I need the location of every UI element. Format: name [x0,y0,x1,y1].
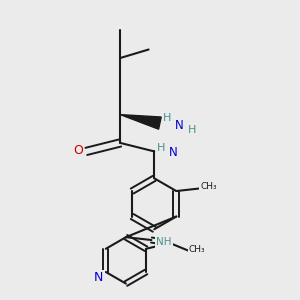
Text: H: H [157,143,166,153]
Text: N: N [175,119,184,132]
Text: CH₃: CH₃ [189,245,206,254]
Text: O: O [73,143,83,157]
Polygon shape [120,115,161,129]
Text: CH₃: CH₃ [200,182,217,191]
Text: H: H [163,113,171,123]
Text: N: N [169,146,178,159]
Text: N: N [94,271,104,284]
Text: NH: NH [156,237,172,247]
Text: H: H [188,125,196,135]
